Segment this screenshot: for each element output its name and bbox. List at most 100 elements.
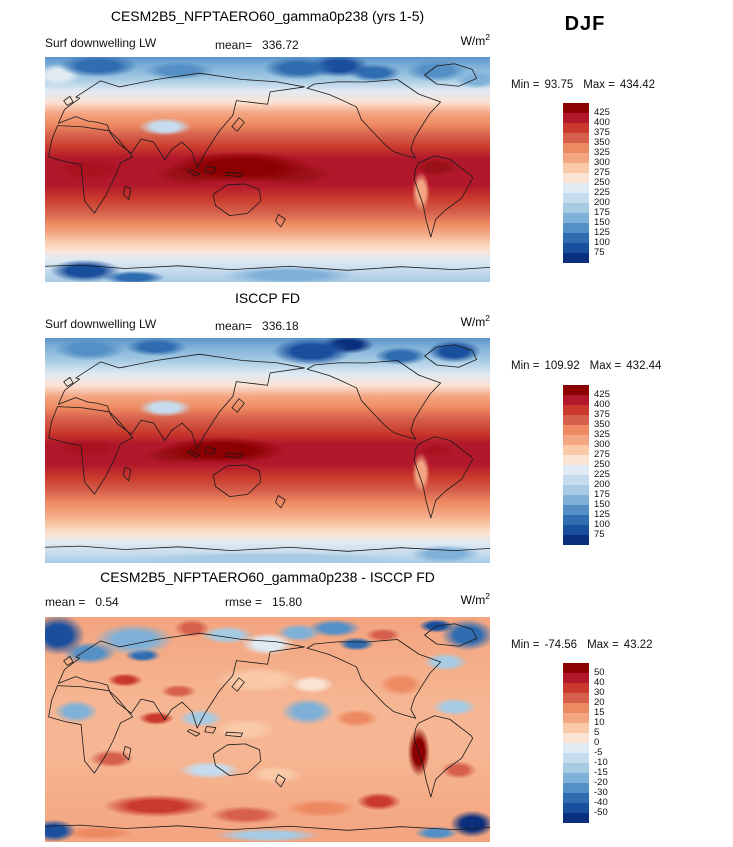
mean-value: 336.18 bbox=[262, 319, 299, 333]
min-label: Min = bbox=[511, 79, 540, 91]
colorbar-tick-label: 350 bbox=[594, 419, 610, 430]
colorbar-tick-label: 425 bbox=[594, 389, 610, 400]
colorbar-tick-label: 40 bbox=[594, 677, 605, 688]
colorbar-tick-label: 175 bbox=[594, 489, 610, 500]
mean-label: mean= bbox=[215, 38, 253, 52]
panel2-units: W/m2 bbox=[410, 313, 490, 329]
colorbar-cell bbox=[563, 773, 589, 783]
colorbar-cell bbox=[563, 123, 589, 133]
colorbar-cell bbox=[563, 203, 589, 213]
colorbar-cell bbox=[563, 535, 589, 545]
colorbar-tick-label: 150 bbox=[594, 499, 610, 510]
colorbar-tick-label: -50 bbox=[594, 807, 608, 818]
colorbar-cell bbox=[563, 693, 589, 703]
colorbar-cell bbox=[563, 153, 589, 163]
coastlines-overlay bbox=[45, 621, 490, 833]
colorbar-tick-label: 75 bbox=[594, 529, 605, 540]
colorbar-tick-label: 275 bbox=[594, 449, 610, 460]
colorbar-cell bbox=[563, 113, 589, 123]
colorbar-cell bbox=[563, 475, 589, 485]
colorbar-tick-label: 400 bbox=[594, 117, 610, 128]
colorbar-cell bbox=[563, 683, 589, 693]
panel2-minmax: Min = 109.92 Max = 432.44 bbox=[511, 360, 661, 372]
colorbar-cell bbox=[563, 163, 589, 173]
colorbar-cell bbox=[563, 505, 589, 515]
colorbar-cell bbox=[563, 703, 589, 713]
colorbar-tick-label: -15 bbox=[594, 767, 608, 778]
units-base: W/m bbox=[460, 34, 486, 48]
colorbar-cell bbox=[563, 783, 589, 793]
panel1-variable-label: Surf downwelling LW bbox=[45, 36, 157, 50]
units-exponent: 2 bbox=[485, 313, 490, 323]
colorbar-cell bbox=[563, 193, 589, 203]
units-base: W/m bbox=[460, 315, 486, 329]
colorbar-cell bbox=[563, 425, 589, 435]
max-label: Max = bbox=[583, 79, 615, 91]
colorbar-tick-label: 125 bbox=[594, 227, 610, 238]
colorbar-tick-label: -20 bbox=[594, 777, 608, 788]
colorbar-cell bbox=[563, 243, 589, 253]
coastlines-overlay bbox=[45, 342, 490, 554]
colorbar-cell bbox=[563, 743, 589, 753]
colorbar-tick-label: 5 bbox=[594, 727, 600, 738]
colorbar-tick-label: 0 bbox=[594, 737, 600, 748]
colorbar-cell bbox=[563, 133, 589, 143]
min-value: 93.75 bbox=[544, 79, 574, 91]
colorbar-difference: 50 40 30 20 15 10 5 0 -5 -10 -15 -20 -30 -40 -50 bbox=[563, 663, 608, 823]
colorbar-cell bbox=[563, 485, 589, 495]
panel3-units: W/m2 bbox=[410, 591, 490, 607]
colorbar-tick-label: -40 bbox=[594, 797, 608, 808]
colorbar-cell bbox=[563, 465, 589, 475]
colorbar-tick-label: 225 bbox=[594, 187, 610, 198]
colorbar-cell bbox=[563, 405, 589, 415]
colorbar-cell bbox=[563, 183, 589, 193]
colorbar-cell bbox=[563, 103, 589, 113]
colorbar-model: 425 400 375 350 325 300 275 250 225 200 175 150 125 1… bbox=[563, 103, 610, 263]
colorbar-cell bbox=[563, 223, 589, 233]
mean-value: 336.72 bbox=[262, 38, 299, 52]
max-label: Max = bbox=[589, 360, 622, 372]
max-value: 434.42 bbox=[619, 79, 656, 91]
colorbar-tick-label: 225 bbox=[594, 469, 610, 480]
colorbar-cells bbox=[563, 103, 589, 263]
mean-value: 0.54 bbox=[95, 595, 119, 609]
colorbar-cells bbox=[563, 385, 589, 545]
min-label: Min = bbox=[511, 639, 540, 651]
colorbar-tick-label: -30 bbox=[594, 787, 608, 798]
colorbar-tick-label: -5 bbox=[594, 747, 603, 758]
panel3-title: CESM2B5_NFPTAERO60_gamma0p238 - ISCCP FD bbox=[100, 569, 435, 585]
colorbar-tick-label: 325 bbox=[594, 147, 610, 158]
colorbar-cell bbox=[563, 813, 589, 823]
max-value: 432.44 bbox=[626, 360, 662, 372]
map-model bbox=[45, 57, 490, 282]
colorbar-tick-label: 250 bbox=[594, 459, 610, 470]
colorbar-cell bbox=[563, 663, 589, 673]
colorbar-tick-label: 300 bbox=[594, 157, 610, 168]
colorbar-tick-label: 250 bbox=[594, 177, 610, 188]
panel1-minmax: Min = 93.75 Max = 434.42 bbox=[511, 79, 655, 91]
colorbar-cell bbox=[563, 713, 589, 723]
colorbar-tick-label: 100 bbox=[594, 237, 610, 248]
mean-label: mean = bbox=[45, 595, 86, 609]
colorbar-tick-label: 425 bbox=[594, 107, 610, 118]
colorbar-cell bbox=[563, 445, 589, 455]
colorbar-cell bbox=[563, 385, 589, 395]
min-label: Min = bbox=[511, 360, 540, 372]
colorbar-tick-label: 375 bbox=[594, 409, 610, 420]
colorbar-cell bbox=[563, 455, 589, 465]
colorbar-cell bbox=[563, 233, 589, 243]
colorbar-tick-label: -10 bbox=[594, 757, 608, 768]
panel2-variable-label: Surf downwelling LW bbox=[45, 317, 157, 331]
colorbar-tick-label: 400 bbox=[594, 399, 610, 410]
colorbar-tick-label: 20 bbox=[594, 697, 605, 708]
map-difference bbox=[45, 617, 490, 842]
colorbar-cell bbox=[563, 803, 589, 813]
colorbar-tick-label: 150 bbox=[594, 217, 610, 228]
colorbar-tick-label: 200 bbox=[594, 197, 610, 208]
colorbar-tick-label: 75 bbox=[594, 247, 605, 258]
units-exponent: 2 bbox=[485, 32, 490, 42]
colorbar-cells bbox=[563, 663, 589, 823]
coastlines-overlay bbox=[45, 61, 490, 273]
colorbar-tick-label: 50 bbox=[594, 667, 605, 678]
